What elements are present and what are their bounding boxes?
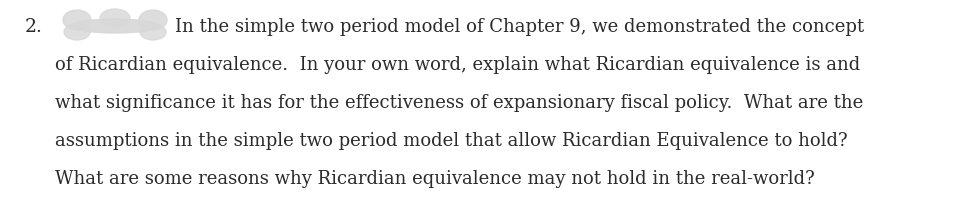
Ellipse shape [70,19,160,33]
Text: What are some reasons why Ricardian equivalence may not hold in the real-world?: What are some reasons why Ricardian equi… [55,170,815,188]
Text: assumptions in the simple two period model that allow Ricardian Equivalence to h: assumptions in the simple two period mod… [55,132,847,150]
Ellipse shape [139,10,167,30]
Text: 2.: 2. [25,18,43,36]
Text: of Ricardian equivalence.  In your own word, explain what Ricardian equivalence : of Ricardian equivalence. In your own wo… [55,56,860,74]
Ellipse shape [100,9,130,27]
Text: what significance it has for the effectiveness of expansionary fiscal policy.  W: what significance it has for the effecti… [55,94,863,112]
Ellipse shape [64,24,90,40]
Ellipse shape [63,10,91,30]
Ellipse shape [140,24,166,40]
Text: In the simple two period model of Chapter 9, we demonstrated the concept: In the simple two period model of Chapte… [175,18,864,36]
